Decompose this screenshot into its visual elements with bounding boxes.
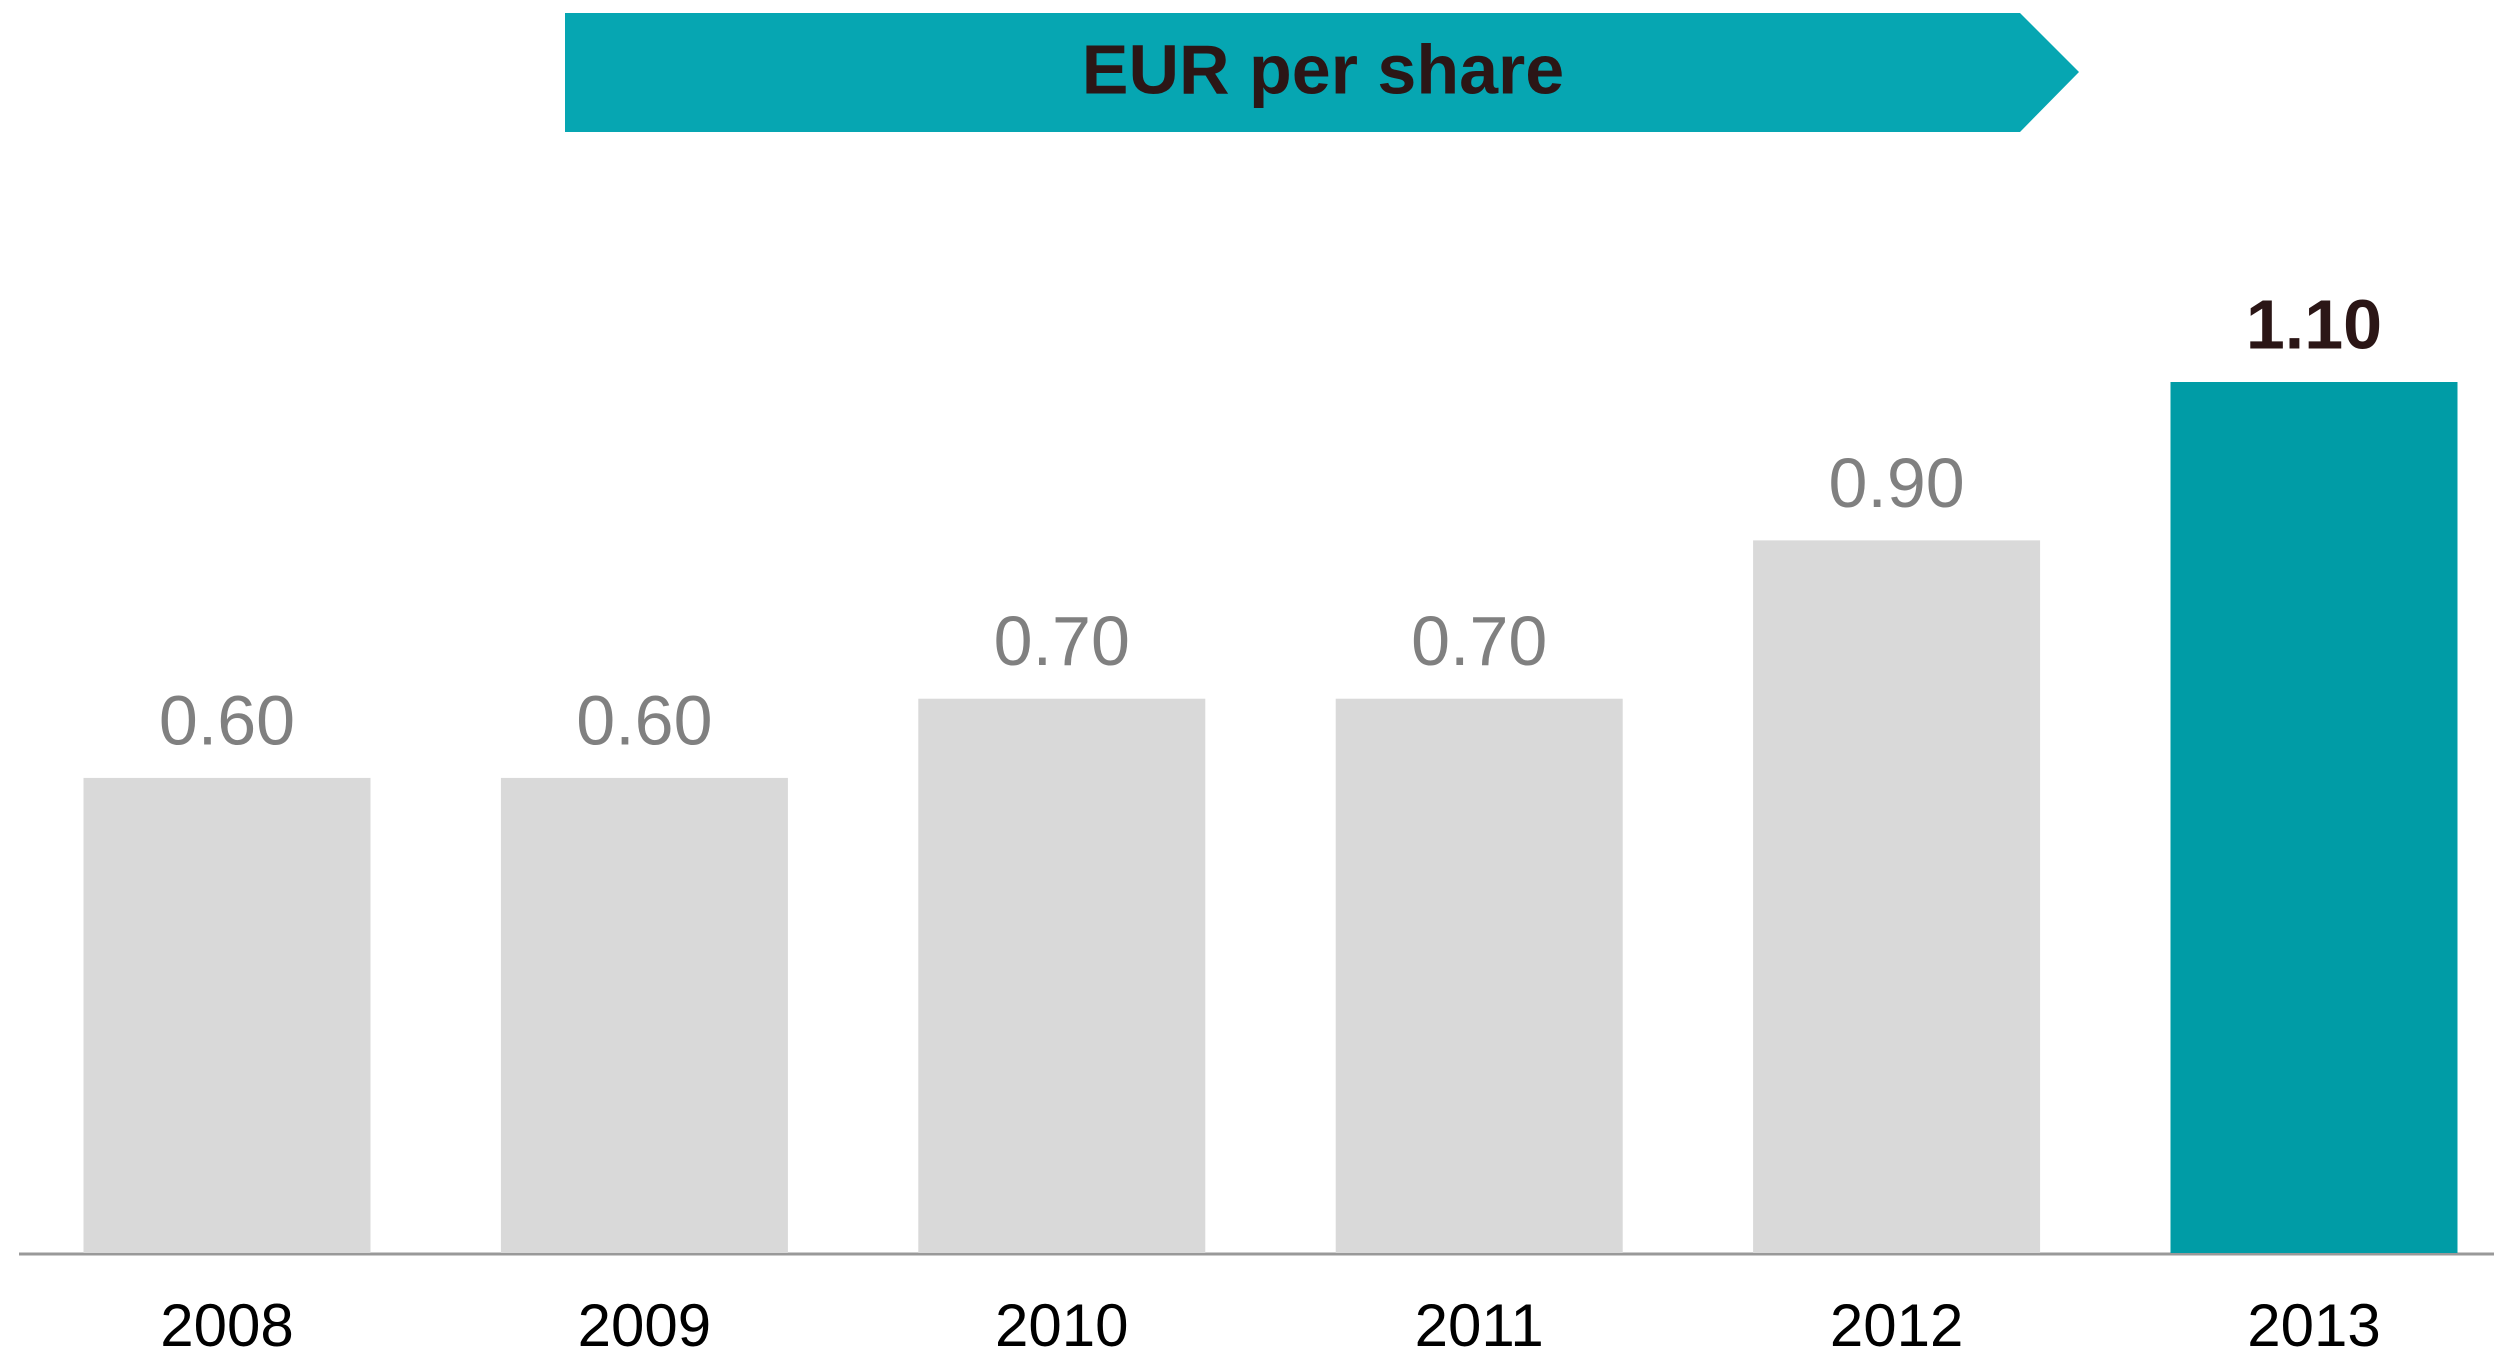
value-label: 0.60 — [159, 681, 295, 759]
bar — [83, 777, 371, 1253]
x-tick-label: 2010 — [995, 1292, 1128, 1359]
value-label: 0.60 — [576, 681, 712, 759]
bar — [1753, 540, 2041, 1253]
bar — [500, 777, 788, 1253]
value-label: 0.90 — [1828, 444, 1964, 522]
x-tick-label: 2011 — [1415, 1292, 1544, 1359]
value-label: 1.10 — [2246, 285, 2382, 363]
title-banner — [565, 13, 2079, 132]
value-label: 0.70 — [1411, 602, 1547, 680]
x-tick-label: 2012 — [1830, 1292, 1963, 1359]
bar — [1335, 698, 1623, 1253]
value-label: 0.70 — [994, 602, 1130, 680]
x-tick-label: 2013 — [2247, 1292, 2380, 1359]
bar — [2170, 382, 2458, 1253]
x-tick-label: 2008 — [160, 1292, 293, 1359]
bar — [918, 698, 1206, 1253]
x-tick-label: 2009 — [578, 1292, 711, 1359]
chart-title: EUR per share — [1082, 30, 1564, 108]
